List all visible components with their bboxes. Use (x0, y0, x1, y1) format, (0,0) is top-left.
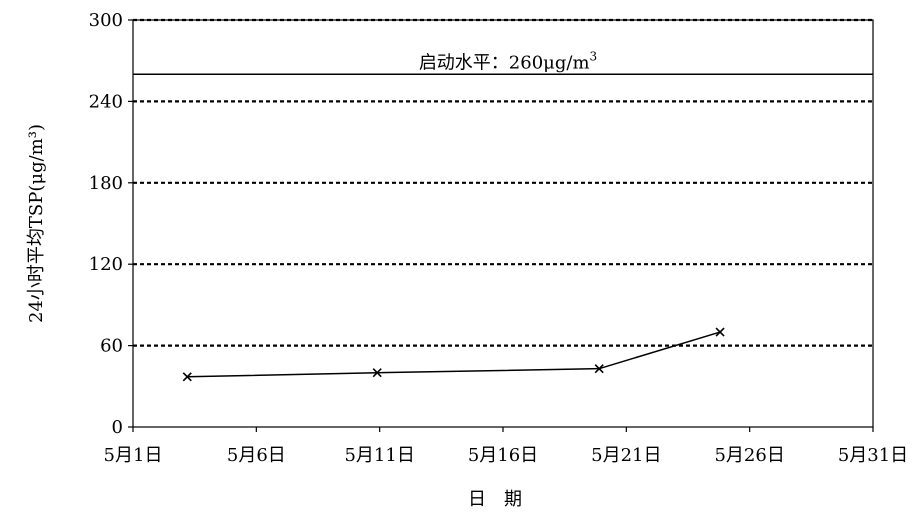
y-axis-label: 24小时平均TSP(μg/m³) (26, 124, 47, 323)
threshold-label: 启动水平：260μg/m3 (419, 49, 597, 73)
threshold-label-sup: 3 (590, 49, 598, 63)
y-tick-label-300: 300 (89, 10, 123, 31)
x-axis-ticks: 5月1日 5月6日 5月11日 5月16日 5月21日 5月26日 5月31日 (104, 427, 908, 466)
x-tick-label-1: 5月1日 (104, 445, 163, 466)
threshold-line-group: 启动水平：260μg/m3 (133, 49, 873, 76)
y-tick-label-60: 60 (100, 336, 123, 357)
series-layer (182, 327, 725, 382)
y-tick-label-180: 180 (89, 173, 123, 194)
y-tick-label-0: 0 (112, 417, 123, 438)
data-point-0 (182, 372, 192, 382)
data-point-3 (715, 327, 725, 337)
plot-frame (132, 19, 874, 428)
y-tick-label-120: 120 (89, 254, 123, 275)
y-axis-ticks: 0 60 120 180 240 300 (89, 10, 133, 438)
x-tick-label-26: 5月26日 (714, 445, 784, 466)
y-tick-label-240: 240 (89, 91, 123, 112)
x-tick-label-21: 5月21日 (591, 445, 661, 466)
x-tick-label-6: 5月6日 (227, 445, 286, 466)
x-tick-label-16: 5月16日 (468, 445, 538, 466)
series-line-0 (187, 331, 721, 378)
data-point-1 (372, 368, 382, 378)
threshold-label-text: 启动水平：260μg/m (419, 52, 590, 73)
data-point-2 (594, 364, 604, 374)
x-tick-label-31: 5月31日 (838, 445, 908, 466)
x-axis-label: 日 期 (468, 489, 522, 510)
x-tick-label-11: 5月11日 (344, 445, 414, 466)
